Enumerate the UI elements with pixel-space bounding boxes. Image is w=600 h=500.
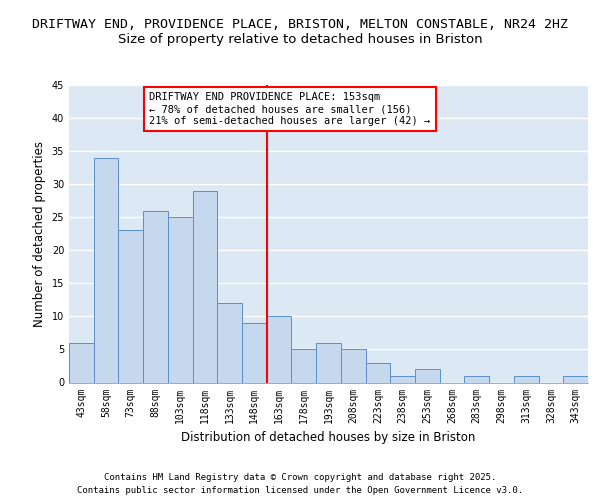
Bar: [341, 350, 365, 382]
Bar: [242, 323, 267, 382]
Bar: [217, 303, 242, 382]
Bar: [514, 376, 539, 382]
X-axis label: Distribution of detached houses by size in Briston: Distribution of detached houses by size …: [181, 431, 476, 444]
Text: Size of property relative to detached houses in Briston: Size of property relative to detached ho…: [118, 32, 482, 46]
Bar: [193, 191, 217, 382]
Bar: [118, 230, 143, 382]
Bar: [464, 376, 489, 382]
Y-axis label: Number of detached properties: Number of detached properties: [33, 141, 46, 327]
Bar: [563, 376, 588, 382]
Bar: [365, 362, 390, 382]
Bar: [415, 370, 440, 382]
Bar: [292, 350, 316, 382]
Bar: [267, 316, 292, 382]
Bar: [94, 158, 118, 382]
Bar: [143, 210, 168, 382]
Bar: [69, 343, 94, 382]
Text: DRIFTWAY END PROVIDENCE PLACE: 153sqm
← 78% of detached houses are smaller (156): DRIFTWAY END PROVIDENCE PLACE: 153sqm ← …: [149, 92, 431, 126]
Bar: [168, 217, 193, 382]
Text: DRIFTWAY END, PROVIDENCE PLACE, BRISTON, MELTON CONSTABLE, NR24 2HZ: DRIFTWAY END, PROVIDENCE PLACE, BRISTON,…: [32, 18, 568, 30]
Text: Contains HM Land Registry data © Crown copyright and database right 2025.
Contai: Contains HM Land Registry data © Crown c…: [77, 474, 523, 495]
Bar: [390, 376, 415, 382]
Bar: [316, 343, 341, 382]
